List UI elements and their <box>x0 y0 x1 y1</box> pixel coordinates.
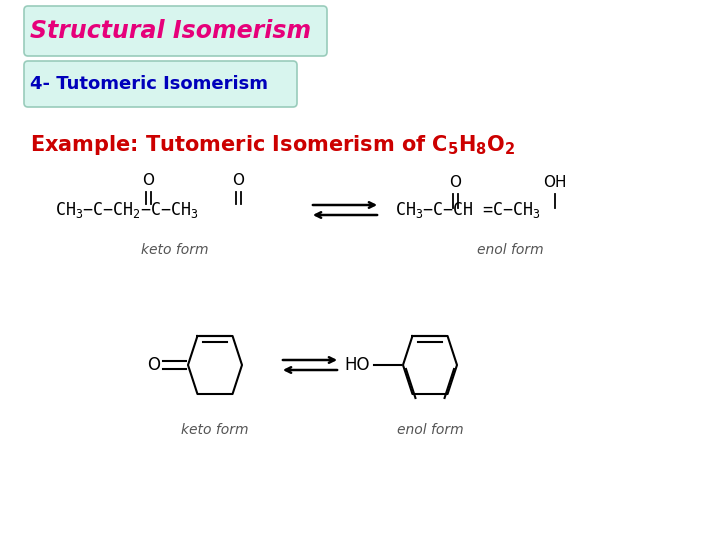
Text: $\mathregular{CH_3}$−C−$\mathregular{CH_2}$−C−$\mathregular{CH_3}$: $\mathregular{CH_3}$−C−$\mathregular{CH_… <box>55 200 199 220</box>
Text: O: O <box>142 173 154 188</box>
Text: OH: OH <box>544 175 567 190</box>
Text: O: O <box>147 356 160 374</box>
Text: Structural Isomerism: Structural Isomerism <box>30 19 311 43</box>
Text: keto form: keto form <box>141 243 209 257</box>
FancyBboxPatch shape <box>24 6 327 56</box>
Text: enol form: enol form <box>397 423 463 437</box>
Text: O: O <box>232 173 244 188</box>
Text: $\mathregular{CH_3}$−C−CH =C−$\mathregular{CH_3}$: $\mathregular{CH_3}$−C−CH =C−$\mathregul… <box>395 200 541 220</box>
FancyBboxPatch shape <box>24 61 297 107</box>
Text: 4- Tutomeric Isomerism: 4- Tutomeric Isomerism <box>30 75 268 93</box>
Text: HO: HO <box>344 356 370 374</box>
Text: keto form: keto form <box>181 423 248 437</box>
Text: Example: Tutomeric Isomerism of $\mathregular{C_5H_8O_2}$: Example: Tutomeric Isomerism of $\mathre… <box>30 133 516 157</box>
Text: enol form: enol form <box>477 243 544 257</box>
Text: O: O <box>449 175 461 190</box>
